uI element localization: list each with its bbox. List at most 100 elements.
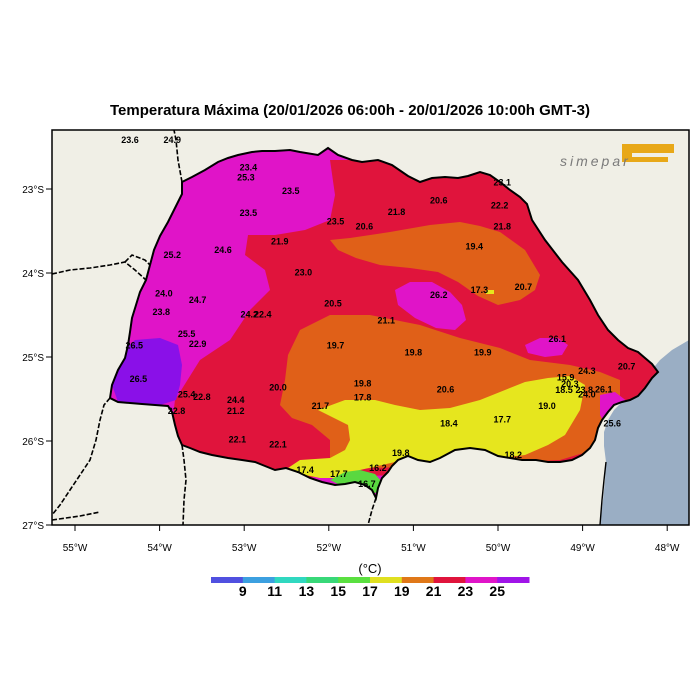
simepar-logo: simepar (560, 144, 674, 169)
station-value: 19.0 (538, 401, 556, 411)
station-value: 24.3 (578, 366, 596, 376)
lon-tick-label: 49°W (570, 543, 595, 554)
station-value: 22.4 (254, 310, 272, 320)
station-value: 19.8 (392, 448, 410, 458)
station-value: 26.1 (548, 334, 566, 344)
station-value: 23.5 (282, 186, 300, 196)
station-value: 16.2 (369, 463, 387, 473)
station-value: 20.0 (269, 383, 287, 393)
temperature-field (110, 148, 658, 498)
station-value: 19.4 (466, 241, 484, 251)
lon-tick-label: 48°W (655, 543, 680, 554)
legend-label: 19 (394, 583, 410, 599)
atlantic-ocean (600, 340, 689, 525)
legend-label: 13 (299, 583, 315, 599)
station-value: 24.9 (164, 135, 182, 145)
lat-tick-label: 23°S (22, 185, 44, 196)
lon-tick-label: 52°W (317, 543, 342, 554)
station-value: 23.4 (240, 163, 258, 173)
station-value: 15.9 (557, 373, 575, 383)
lat-tick-label: 25°S (22, 353, 44, 364)
station-value: 19.7 (327, 341, 345, 351)
legend-label: 21 (426, 583, 442, 599)
station-value: 21.9 (271, 236, 289, 246)
station-value: 23.8 (153, 307, 171, 317)
station-value: 19.8 (354, 378, 372, 388)
station-value: 23.5 (240, 208, 258, 218)
station-value: 25.6 (603, 419, 621, 429)
logo-text: simepar (560, 153, 631, 169)
lon-tick-label: 50°W (486, 543, 511, 554)
station-value: 24.7 (189, 295, 207, 305)
station-value: 20.5 (324, 299, 342, 309)
legend-color-box (211, 577, 244, 583)
map-title: Temperatura Máxima (20/01/2026 06:00h - … (110, 102, 590, 119)
station-value: 24.4 (227, 395, 245, 405)
color-legend: (°C) 9 11 13 15 17 19 21 23 25 (211, 561, 530, 599)
station-value: 20.6 (430, 195, 448, 205)
station-value: 24.0 (578, 389, 596, 399)
station-value: 21.2 (227, 406, 245, 416)
station-value: 20.6 (437, 384, 455, 394)
latitude-axis: 23°S 24°S 25°S 26°S 27°S (22, 185, 52, 532)
station-value: 25.2 (164, 250, 182, 260)
station-value: 23.8 (576, 385, 594, 395)
station-value: 26.2 (430, 290, 448, 300)
station-value: 19.8 (405, 347, 423, 357)
legend-color-box (401, 577, 435, 583)
station-value: 17.7 (330, 469, 348, 479)
station-value: 22.8 (168, 406, 186, 416)
station-value: 23.0 (295, 268, 313, 278)
station-value: 25.3 (237, 173, 255, 183)
station-value: 20.7 (515, 282, 533, 292)
neighbor-borders (52, 130, 377, 525)
lon-tick-label: 51°W (401, 543, 426, 554)
station-value: 18.4 (440, 419, 458, 429)
station-value: 25.4 (178, 389, 196, 399)
legend-color-box (242, 577, 276, 583)
station-value: 23.6 (121, 135, 139, 145)
station-value: 24.6 (214, 245, 232, 255)
station-value: 26.5 (130, 374, 148, 384)
station-value: 17.8 (354, 393, 372, 403)
station-value: 24.2 (241, 310, 259, 320)
station-value: 25.5 (178, 329, 196, 339)
station-value: 22.1 (229, 435, 247, 445)
legend-label: 11 (267, 583, 282, 599)
station-value: 24.0 (155, 289, 173, 299)
lat-tick-label: 24°S (22, 269, 44, 280)
station-labels: 23.6 24.9 23.425.3 23.5 23.1 20.6 22.2 23.5 21.8… (121, 135, 635, 489)
lon-tick-label: 55°W (63, 543, 88, 554)
station-value: 26.1 (595, 384, 613, 394)
lat-tick-label: 27°S (22, 521, 44, 532)
station-value: 18.5 (555, 385, 573, 395)
station-value: 20.3 (561, 379, 579, 389)
station-value: 16.7 (358, 479, 376, 489)
legend-label: 17 (362, 583, 378, 599)
legend-unit: (°C) (358, 561, 381, 576)
legend-color-box (306, 577, 339, 583)
lat-tick-label: 26°S (22, 437, 44, 448)
longitude-axis: 55°W 54°W 53°W 52°W 51°W 50°W 49°W 48°W (63, 525, 680, 554)
legend-color-box (338, 577, 371, 583)
station-value: 21.1 (378, 315, 396, 325)
station-value: 17.3 (471, 285, 489, 295)
station-value: 20.7 (618, 362, 636, 372)
station-value: 22.1 (269, 440, 287, 450)
parana-border (108, 146, 660, 502)
station-value: 18.2 (504, 450, 522, 460)
legend-label: 23 (458, 583, 474, 599)
legend-color-box (433, 577, 466, 583)
station-value: 21.8 (493, 221, 511, 231)
station-value: 22.9 (189, 339, 207, 349)
station-value: 23.5 (327, 216, 345, 226)
legend-color-box (274, 577, 307, 583)
logo-mark-icon (622, 144, 674, 162)
lon-tick-label: 53°W (232, 543, 257, 554)
station-value: 23.1 (493, 178, 511, 188)
legend-label: 9 (239, 583, 247, 599)
station-value: 26.5 (125, 341, 143, 351)
station-value: 21.7 (312, 401, 330, 411)
legend-label: 15 (330, 583, 346, 599)
